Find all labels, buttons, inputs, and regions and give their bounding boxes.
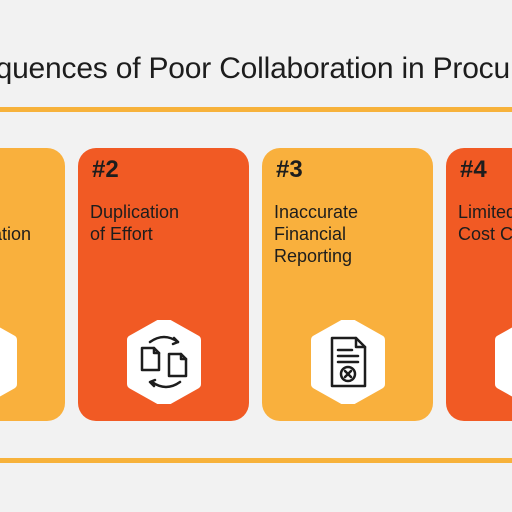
card-3: #3 Inaccurate Financial Reporting [262,148,433,421]
duplicate-documents-icon [127,320,201,404]
card-2: #2 Duplication of Effort [78,148,249,421]
page-title: Consequences of Poor Collaboration in Pr… [0,52,512,85]
card-number: #4 [460,156,487,183]
document-icon [495,327,512,397]
card-label: Duplication of Effort [90,202,180,244]
card-number: #3 [276,156,303,183]
card-4: #4 Limited Cost Control [446,148,512,421]
bottom-divider [0,458,512,463]
card-number: #2 [92,156,119,183]
card-1: #1 Lack of Communication [0,148,65,421]
card-label: Inaccurate Financial Reporting [274,202,359,266]
top-divider [0,107,512,112]
target-icon [0,327,17,397]
rejected-document-icon [311,320,385,404]
card-label: Lack of Communication [0,224,32,244]
card-label: Limited Cost Control [458,202,512,244]
